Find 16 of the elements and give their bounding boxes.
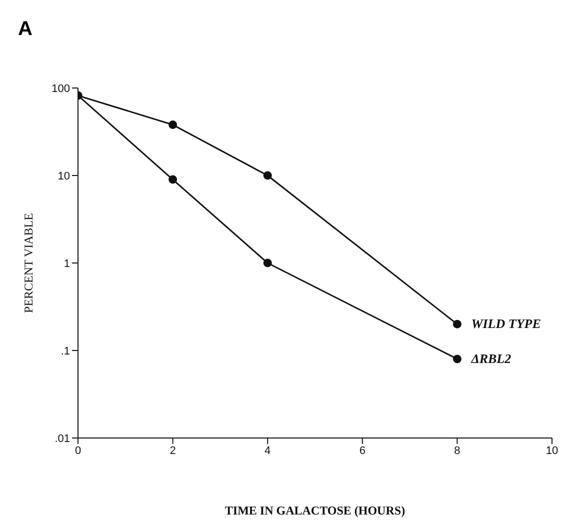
y-tick-label: .01 xyxy=(54,432,70,445)
series-label: ΔRBL2 xyxy=(470,350,512,366)
chart-title: A xyxy=(18,18,32,41)
y-tick-label: 1 xyxy=(64,258,70,270)
y-tick-label: 10 xyxy=(58,170,70,182)
x-tick-label: 2 xyxy=(170,444,176,457)
series-label: WILD TYPE xyxy=(471,316,542,332)
x-tick-label: 0 xyxy=(74,444,82,457)
x-tick-label: 10 xyxy=(546,444,558,457)
y-tick-label: 100 xyxy=(52,82,70,95)
y-tick-label: .1 xyxy=(60,345,70,358)
x-tick-label: 6 xyxy=(359,444,366,457)
y-axis-title: PERCENT VIABLE xyxy=(21,213,36,313)
x-tick-label: 4 xyxy=(264,444,271,457)
x-axis-title: TIME IN GALACTOSE (HOURS) xyxy=(224,504,406,518)
x-tick-label: 8 xyxy=(454,444,460,457)
